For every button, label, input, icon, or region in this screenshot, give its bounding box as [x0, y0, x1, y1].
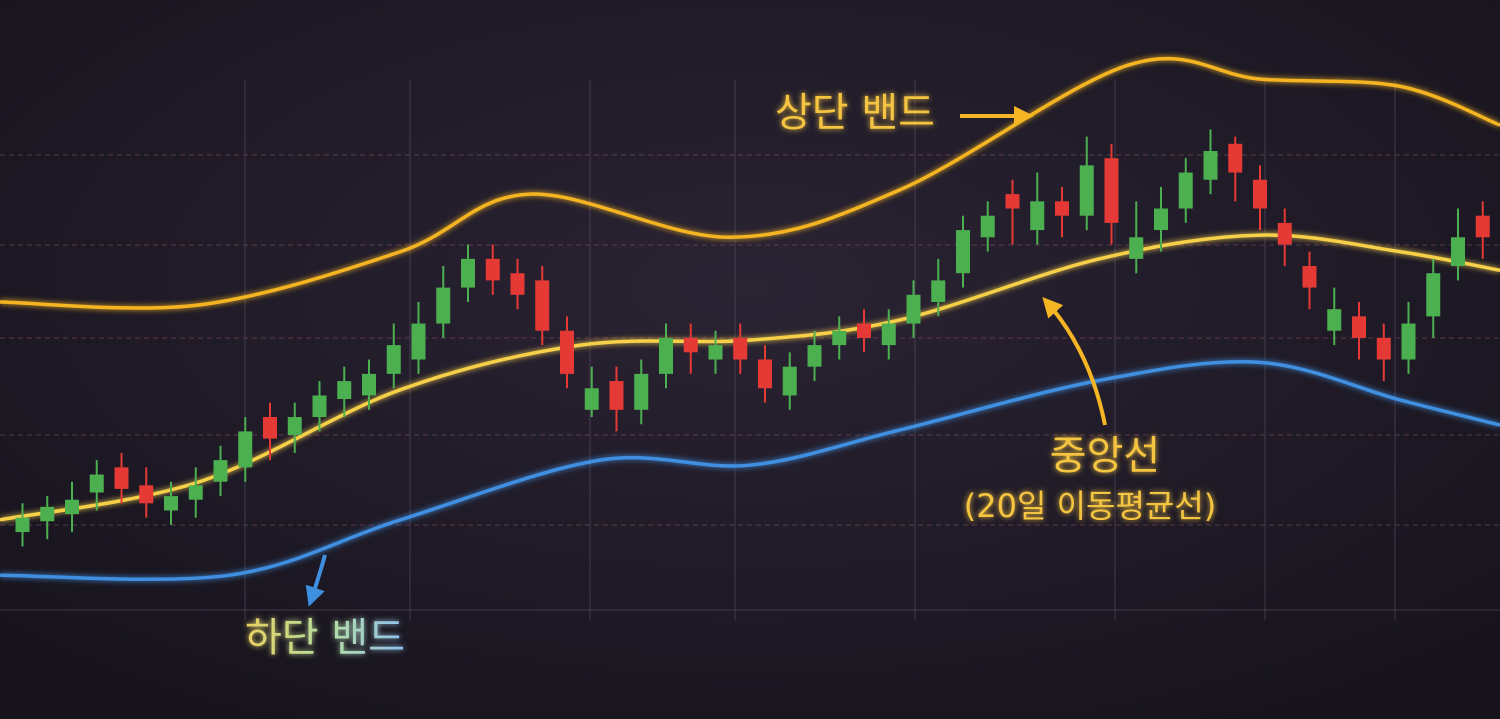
candle-body — [1327, 309, 1342, 331]
candle-body — [1079, 165, 1094, 216]
candle-body — [337, 381, 352, 400]
candle-body — [881, 323, 896, 346]
candle-body — [1475, 215, 1490, 238]
candle-body — [1302, 266, 1317, 288]
candle-body — [287, 417, 302, 435]
candle-body — [1030, 201, 1045, 231]
candle-body — [1055, 201, 1069, 216]
candle-body — [1451, 237, 1465, 267]
candle-body — [560, 330, 574, 374]
candle-body — [807, 345, 822, 367]
candle-body — [609, 381, 624, 410]
band-line — [0, 360, 1500, 582]
candle-body — [386, 345, 401, 374]
annotation: (20일 이동평균선) — [964, 487, 1217, 525]
candle-body — [164, 496, 178, 511]
candle-body — [65, 499, 79, 515]
candle-body — [485, 258, 500, 281]
candle-body — [683, 337, 698, 353]
candle-body — [510, 273, 525, 295]
candle-body — [782, 366, 797, 396]
band-line — [0, 233, 1500, 522]
candle-body — [411, 323, 426, 360]
grid — [0, 80, 1500, 620]
candle-body — [634, 373, 649, 410]
candle-body — [931, 280, 946, 302]
annotations: 상단 밴드 중앙선 (20일 이동평균선) 하단 밴드 — [245, 90, 1216, 661]
candle-body — [733, 337, 748, 360]
candle-body — [312, 395, 327, 418]
candle-body — [1129, 237, 1144, 259]
annotation: 상단 밴드 — [775, 90, 935, 136]
candle-body — [659, 337, 673, 374]
candle-body — [436, 287, 451, 324]
candle-body — [956, 230, 970, 274]
candle-body — [1401, 323, 1416, 360]
candle-body — [238, 431, 253, 468]
candle-body — [535, 280, 550, 331]
candle-body — [263, 417, 277, 439]
candle-body — [1352, 316, 1366, 338]
candle-body — [89, 474, 104, 493]
candle-body — [980, 215, 995, 238]
candle-body — [1178, 172, 1193, 209]
candle-body — [40, 506, 55, 522]
candle-body — [1426, 273, 1441, 317]
candle-body — [1104, 158, 1119, 223]
candle-body — [15, 517, 30, 533]
candles — [15, 129, 1490, 547]
candle-body — [1203, 150, 1218, 180]
candle-body — [584, 388, 599, 410]
candle-body — [758, 359, 772, 389]
arrow — [1042, 297, 1107, 426]
band-line — [0, 56, 1500, 310]
candle-body — [213, 460, 228, 482]
candle-body — [708, 345, 723, 360]
candle-body — [1228, 143, 1243, 173]
candle-body — [832, 330, 847, 346]
candle-body — [1005, 194, 1020, 209]
candle-body — [1376, 337, 1391, 360]
annotation: 중앙선 — [1050, 433, 1160, 479]
candle-body — [114, 467, 129, 489]
candle-body — [857, 323, 871, 338]
candle-body — [461, 258, 475, 288]
arrow — [305, 554, 327, 607]
candle-body — [1253, 179, 1267, 209]
candle-body — [139, 485, 154, 504]
candle-body — [1277, 222, 1292, 245]
candle-body — [1154, 208, 1168, 231]
annotation: 하단 밴드 — [245, 615, 405, 661]
candle-body — [906, 294, 921, 324]
bands — [0, 56, 1500, 582]
candle-body — [188, 485, 203, 500]
candle-body — [362, 373, 376, 396]
